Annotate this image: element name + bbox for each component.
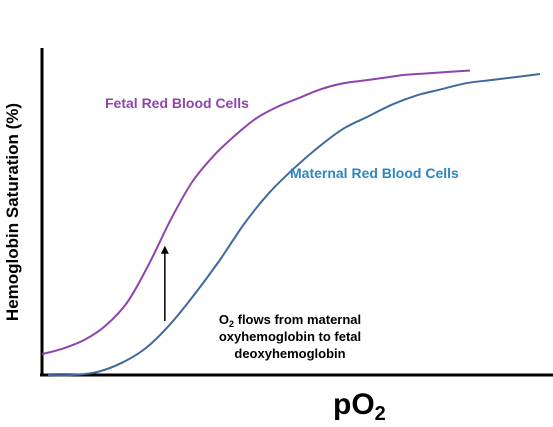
series-line-maternal (47, 73, 541, 377)
annotation-o-sub: 2 (229, 319, 234, 329)
x-axis-label: pO2 (333, 388, 386, 425)
arrow-annotation-line3: deoxyhemoglobin (234, 346, 345, 361)
x-axis-label-sub: 2 (375, 403, 386, 425)
y-axis-label: Hemoglobin Saturation (%) (3, 103, 22, 321)
arrow-annotation: O2 flows from maternal (219, 312, 361, 329)
series-line-fetal (41, 69, 471, 356)
annotation-line1-rest: flows from maternal (234, 312, 361, 327)
fetal-series-label: Fetal Red Blood Cells (105, 95, 249, 111)
maternal-series-label: Maternal Red Blood Cells (290, 165, 459, 181)
arrow-head-icon (160, 245, 169, 254)
arrow-annotation-line2: oxyhemoglobin to fetal (219, 329, 361, 344)
annotation-o: O (219, 312, 229, 327)
x-axis-label-main: pO (333, 388, 375, 421)
